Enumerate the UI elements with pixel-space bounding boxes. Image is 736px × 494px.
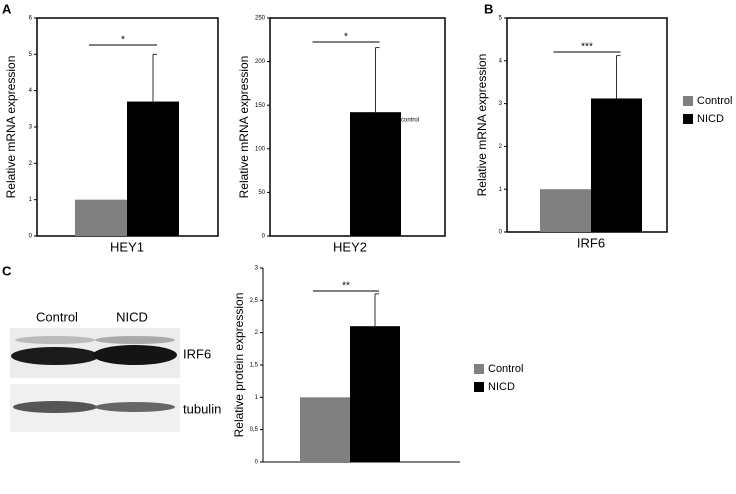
legend-swatch [474,382,484,392]
western-blot: Control NICD IRF6 tubulin [10,309,221,432]
lane-label: NICD [116,309,148,324]
y-tick-label: 2 [499,144,503,150]
legend-label: NICD [488,381,515,393]
bar [591,98,642,233]
y-tick-label: 1,5 [250,363,259,369]
y-tick-label: 250 [255,16,266,22]
legend-swatch [474,364,484,374]
y-tick-label: 200 [255,59,266,65]
legend-swatch [683,96,693,106]
legend-label: NICD [697,113,724,125]
x-axis-label: HEY1 [110,239,144,254]
y-tick-label: 5 [29,52,33,58]
legend-label: Control [488,363,523,375]
y-tick-label: 50 [258,190,265,196]
legend-label: Control [697,95,732,107]
panel-letter: C [2,263,12,278]
y-tick-label: 4 [499,58,503,64]
bar [300,397,350,462]
y-tick-label: 0 [262,234,266,240]
bar [75,199,127,236]
y-tick-label: 1 [29,197,33,203]
bar [350,112,401,236]
legend-swatch [683,114,693,124]
annotation: control [401,118,419,124]
y-tick-label: 0,5 [250,427,259,433]
y-tick-label: 150 [255,103,266,109]
significance: * [344,32,348,43]
y-tick-label: 5 [499,16,503,22]
y-tick-label: 0 [499,230,503,236]
band-label: tubulin [183,401,221,416]
y-tick-label: 1 [499,187,503,193]
y-tick-label: 2 [29,161,33,167]
significance: * [121,35,125,46]
y-tick-label: 0 [29,234,33,240]
y-tick-label: 3 [255,266,259,272]
x-axis-label: HEY2 [333,239,367,254]
panel-letter: A [2,1,12,16]
significance: ** [342,281,350,292]
y-axis-title: Relative mRNA expression [475,54,489,197]
y-tick-label: 2,5 [250,298,259,304]
significance: *** [581,42,593,53]
y-tick-label: 100 [255,146,266,152]
lane-label: Control [36,309,78,324]
y-axis-title: Relative protein expression [232,293,246,438]
x-axis-label: IRF6 [577,235,605,250]
panel-letter: B [484,1,493,16]
y-tick-label: 1 [255,395,259,401]
bar [127,101,179,236]
y-tick-label: 4 [29,88,33,94]
y-tick-label: 6 [29,16,33,22]
bar [350,326,400,462]
y-tick-label: 3 [29,125,33,131]
y-tick-label: 2 [255,330,259,336]
bar [540,189,591,232]
y-axis-title: Relative mRNA expression [237,56,251,199]
y-axis-title: Relative mRNA expression [4,56,18,199]
band-label: IRF6 [183,346,211,361]
y-tick-label: 3 [499,101,503,107]
y-tick-label: 0 [255,460,259,466]
